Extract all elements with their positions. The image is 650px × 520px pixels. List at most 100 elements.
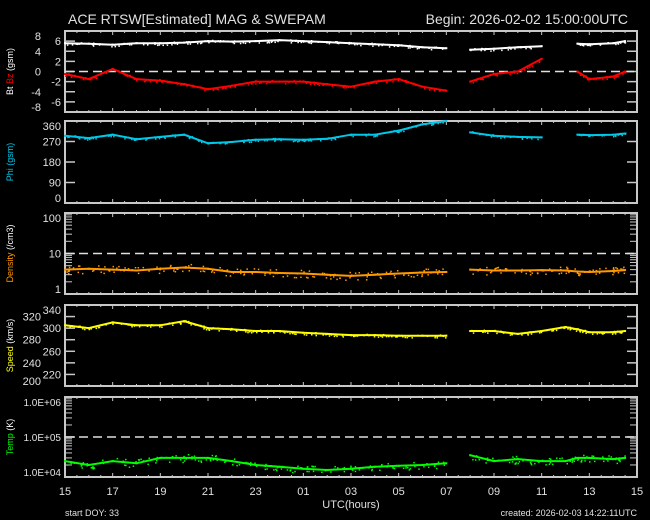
noise-point (125, 464, 127, 467)
noise-point (95, 77, 98, 80)
noise-point (168, 461, 171, 463)
noise-point (402, 467, 405, 470)
noise-point (591, 333, 594, 335)
series-line (64, 320, 447, 337)
noise-point (515, 462, 517, 464)
noise-point (574, 456, 577, 459)
x-tick-label: 15 (59, 486, 71, 498)
noise-point (490, 50, 492, 52)
noise-point (258, 82, 261, 85)
noise-point (615, 43, 617, 46)
noise-point (221, 87, 224, 90)
noise-point (581, 459, 583, 462)
noise-point (588, 44, 590, 47)
noise-point (248, 330, 251, 333)
series-line (469, 57, 543, 83)
noise-point (393, 45, 396, 48)
series-density (64, 263, 627, 281)
noise-point (524, 69, 526, 71)
noise-point (423, 269, 425, 272)
noise-point (373, 336, 376, 338)
noise-point (599, 268, 601, 270)
noise-point (176, 268, 179, 271)
noise-point (443, 464, 446, 467)
noise-point (218, 330, 220, 332)
noise-point (548, 463, 551, 466)
noise-point (429, 89, 431, 91)
noise-point (436, 337, 438, 339)
noise-point (403, 274, 405, 277)
noise-point (396, 131, 399, 133)
noise-point (302, 140, 305, 142)
noise-point (514, 272, 516, 274)
noise-point (380, 277, 382, 280)
data-point (469, 80, 472, 83)
noise-point (219, 266, 221, 269)
noise-point (190, 324, 192, 326)
y-tick-label: -6 (51, 97, 61, 109)
noise-point (511, 461, 514, 463)
data-point (445, 120, 448, 122)
noise-point (199, 42, 202, 45)
noise-point (580, 461, 582, 463)
series-line (64, 120, 447, 145)
data-point (64, 42, 66, 45)
data-point (445, 270, 448, 273)
noise-point (250, 332, 253, 334)
noise-point (616, 267, 619, 270)
noise-point (266, 468, 268, 470)
noise-point (345, 86, 348, 89)
noise-point (484, 49, 486, 52)
noise-point (410, 275, 413, 278)
noise-point (311, 465, 313, 468)
noise-point (573, 460, 576, 463)
noise-point (124, 464, 126, 466)
noise-point (607, 460, 609, 462)
noise-point (538, 60, 541, 63)
noise-point (545, 464, 547, 466)
noise-point (66, 464, 69, 466)
noise-point (314, 465, 316, 468)
noise-point (579, 44, 582, 46)
noise-point (179, 459, 182, 461)
noise-point (93, 467, 96, 469)
noise-point (334, 137, 336, 140)
noise-point (351, 469, 354, 471)
noise-point (273, 469, 275, 471)
noise-point (617, 42, 619, 45)
noise-point (509, 73, 511, 76)
noise-point (481, 78, 484, 80)
noise-point (95, 327, 98, 330)
y-axis-label-part: Phi (5, 168, 15, 181)
noise-point (511, 333, 514, 336)
noise-point (411, 337, 413, 339)
noise-point (307, 277, 309, 279)
noise-point (251, 83, 253, 85)
noise-point (295, 82, 297, 85)
y-axis-label-part: (km/s) (5, 319, 15, 347)
noise-point (183, 460, 186, 462)
noise-point (603, 460, 605, 463)
noise-point (170, 264, 172, 267)
noise-point (243, 141, 245, 144)
noise-point (370, 271, 373, 274)
noise-point (371, 469, 373, 472)
x-axis-label: UTC(hours) (322, 499, 379, 511)
noise-point (232, 272, 235, 274)
noise-point (273, 332, 275, 334)
noise-point (240, 272, 242, 275)
noise-point (260, 81, 263, 84)
noise-point (486, 457, 489, 459)
noise-point (306, 466, 309, 468)
noise-point (409, 47, 411, 49)
noise-point (111, 46, 113, 48)
noise-point (138, 459, 141, 461)
y-tick-label: 10 (49, 249, 61, 261)
noise-point (521, 138, 524, 140)
noise-point (531, 138, 533, 140)
series-line (470, 45, 542, 51)
y-tick-label: 260 (43, 346, 61, 358)
noise-point (131, 138, 133, 141)
data-point (64, 268, 66, 271)
noise-point (556, 457, 558, 459)
